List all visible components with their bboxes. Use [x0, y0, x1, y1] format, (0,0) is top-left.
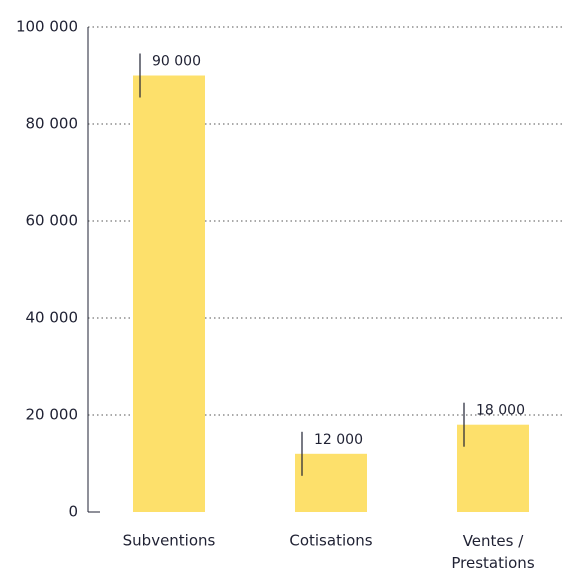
- value-label: 12 000: [314, 432, 363, 448]
- y-tick-label: 40 000: [26, 309, 79, 327]
- bar: [295, 453, 367, 512]
- bar: [133, 75, 205, 512]
- y-tick-label: 0: [68, 503, 78, 521]
- y-tick-label: 100 000: [16, 18, 78, 36]
- bar: [457, 424, 529, 512]
- y-tick-label: 80 000: [26, 115, 79, 133]
- y-tick-label: 60 000: [26, 212, 79, 230]
- x-tick-label: Cotisations: [289, 532, 372, 550]
- value-label: 18 000: [476, 403, 525, 419]
- value-label: 90 000: [152, 54, 201, 70]
- x-tick-label: Ventes / Prestations: [451, 532, 534, 572]
- x-tick-label: Subventions: [123, 532, 216, 550]
- y-tick-label: 20 000: [26, 406, 79, 424]
